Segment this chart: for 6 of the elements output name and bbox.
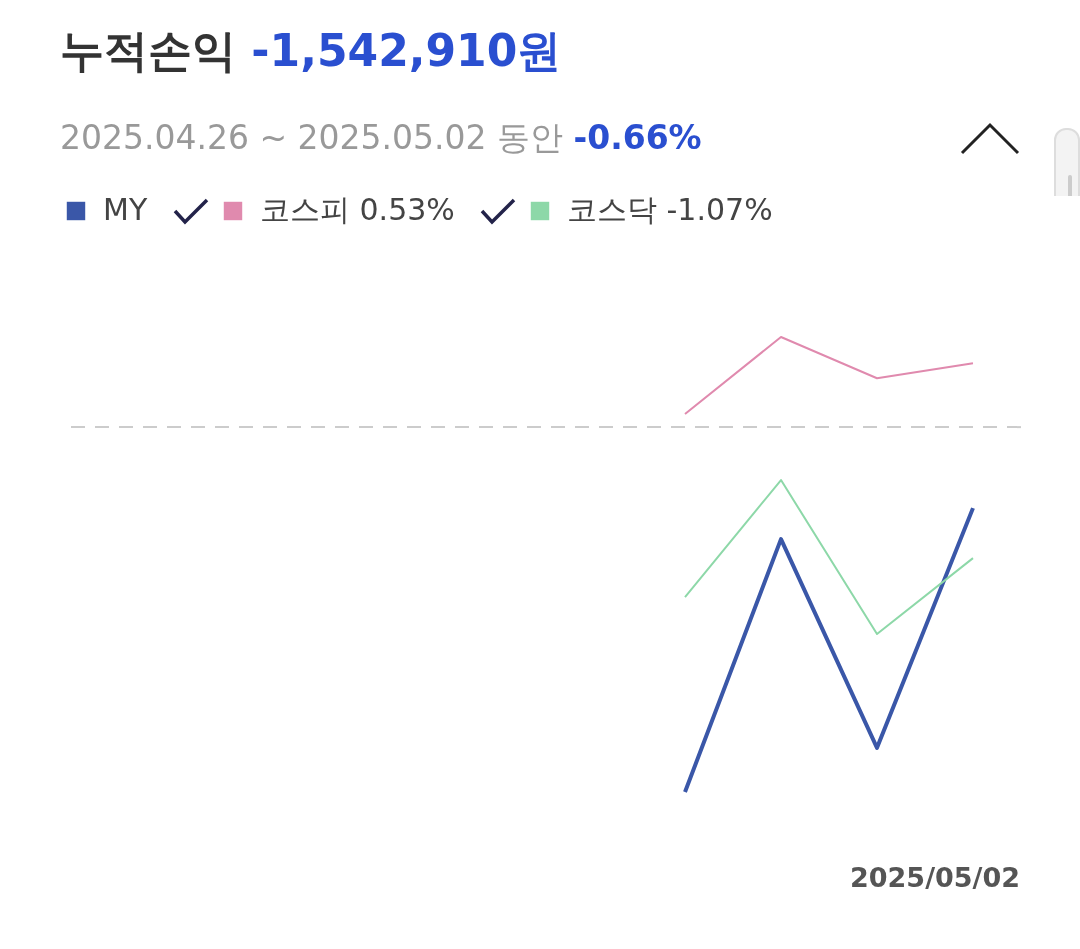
- chart-subtitle: 2025.04.26 ~ 2025.05.02 동안 -0.66%: [60, 118, 702, 157]
- text: 2025/05/02: [849, 862, 1020, 893]
- chart-title: 누적손익 -1,542,910원: [60, 25, 562, 76]
- legend-label: 코스닥 -1.07%: [567, 192, 773, 227]
- legend-label: 코스피 0.53%: [260, 192, 455, 227]
- legend-label: MY: [103, 192, 148, 227]
